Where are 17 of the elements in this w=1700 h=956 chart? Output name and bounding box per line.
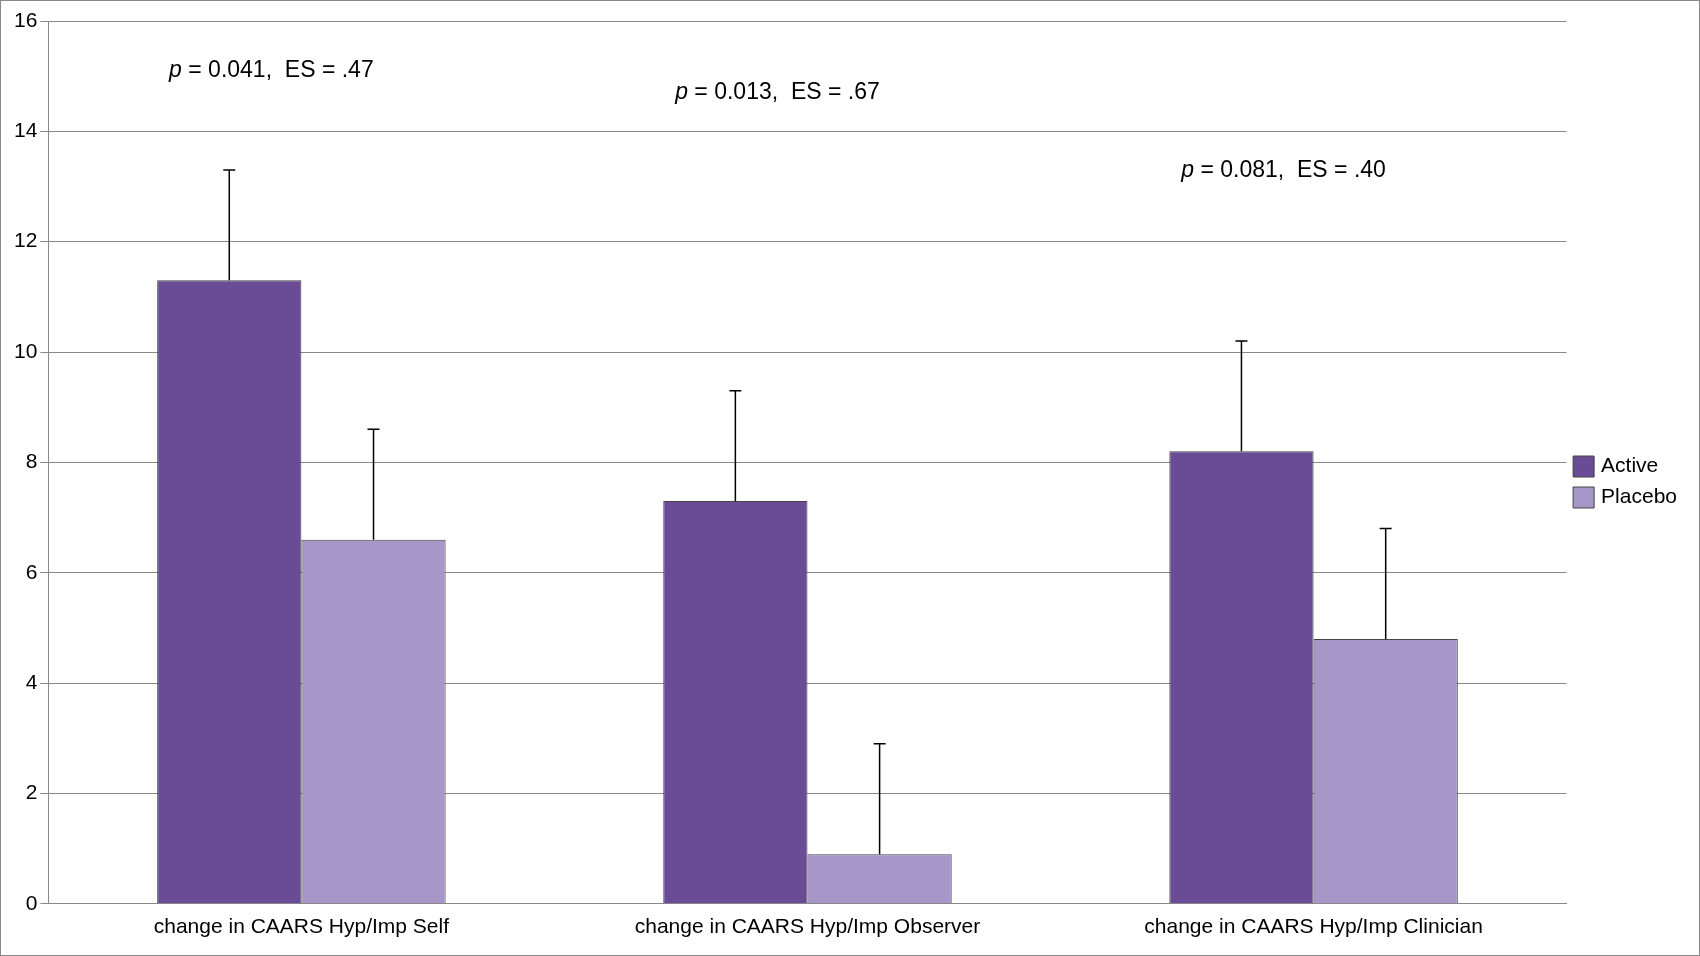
annotation: p = 0.013, ES = .67 xyxy=(674,78,880,105)
y-tick-label: 6 xyxy=(25,559,38,583)
x-tick-label: change in CAARS Hyp/Imp Observer xyxy=(634,914,981,938)
legend-label: Active xyxy=(1601,453,1659,477)
y-tick-label: 4 xyxy=(25,669,38,693)
y-tick-label: 0 xyxy=(25,890,38,914)
y-tick-label: 8 xyxy=(25,449,38,473)
annotation: p = 0.041, ES = .47 xyxy=(168,56,374,83)
annotation: p = 0.081, ES = .40 xyxy=(1180,156,1386,183)
x-tick-label: change in CAARS Hyp/Imp Clinician xyxy=(1144,914,1483,938)
y-tick-label: 2 xyxy=(25,780,38,804)
y-tick-label: 16 xyxy=(14,7,38,31)
y-tick-label: 10 xyxy=(14,338,38,362)
legend-label: Placebo xyxy=(1601,484,1677,508)
x-tick-label: change in CAARS Hyp/Imp Self xyxy=(153,914,450,938)
y-tick-label: 12 xyxy=(14,228,38,252)
y-tick-label: 14 xyxy=(14,118,38,142)
